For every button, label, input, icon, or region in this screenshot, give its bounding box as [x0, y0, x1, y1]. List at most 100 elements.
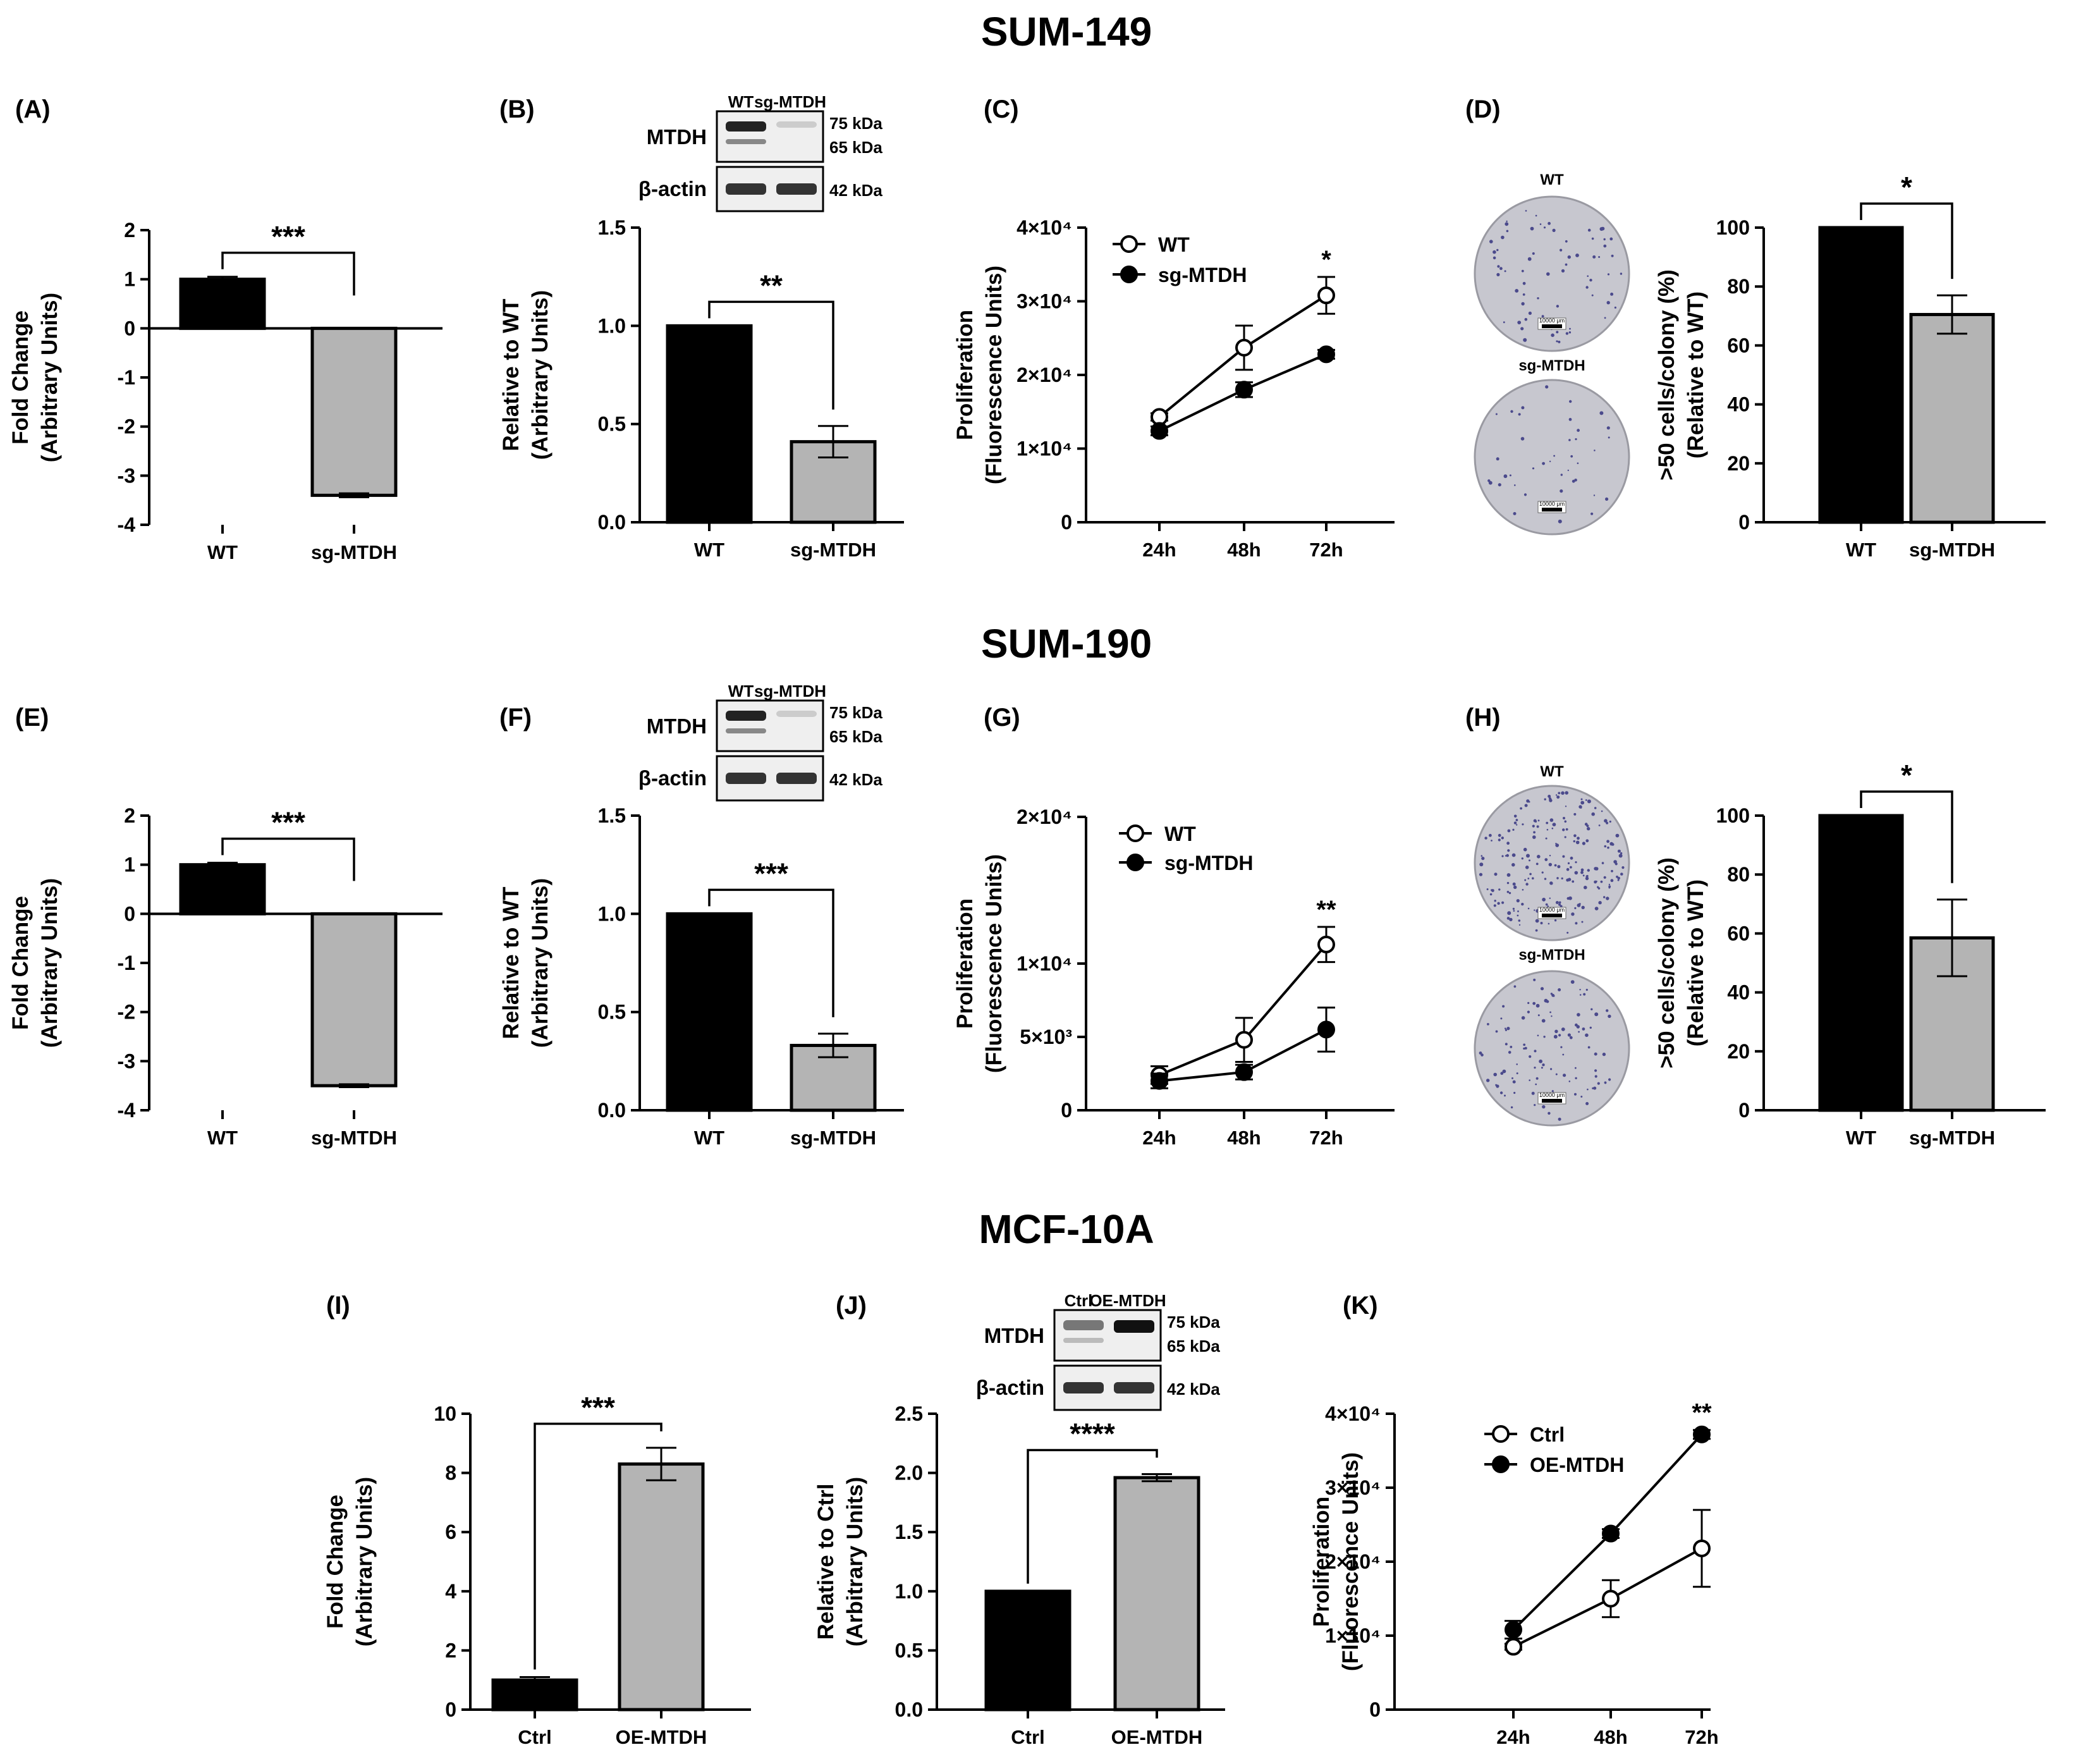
colony-dot: [1516, 1072, 1518, 1075]
colony-dot: [1484, 836, 1487, 840]
colony-dot: [1521, 302, 1525, 306]
y-axis-label-units: (Relative to WT): [1683, 879, 1708, 1046]
panel-label: (B): [499, 95, 535, 123]
colony-dot: [1594, 1069, 1597, 1072]
colony-dot: [1505, 222, 1509, 226]
colony-dot: [1572, 880, 1575, 883]
colony-dot: [1496, 1084, 1499, 1088]
y-tick-label: 4: [445, 1580, 456, 1603]
colony-dot: [1518, 924, 1521, 926]
legend-label: OE-MTDH: [1530, 1454, 1624, 1476]
legend-marker-sg-mtdh: [1126, 854, 1144, 871]
colony-dot: [1552, 823, 1554, 826]
legend-marker-wt: [1120, 235, 1138, 253]
colony-dot: [1568, 1081, 1571, 1082]
band-actin-lane2: [776, 183, 817, 195]
x-tick-label: WT: [1846, 1127, 1876, 1149]
colony-dot: [1560, 474, 1563, 476]
colony-dot: [1502, 1005, 1505, 1008]
colony-dot: [1532, 877, 1534, 879]
colony-dot: [1560, 489, 1563, 493]
colony-dot: [1617, 876, 1620, 880]
colony-dot: [1570, 856, 1573, 860]
colony-dot: [1540, 922, 1543, 924]
colony-dot: [1569, 1036, 1573, 1039]
x-tick-label: WT: [207, 1127, 238, 1149]
point-sg-mtdh: [1235, 381, 1253, 399]
colony-dot: [1565, 332, 1569, 335]
colony-dot: [1573, 812, 1577, 816]
y-tick-label: 4×10⁴: [1017, 216, 1072, 239]
band-mtdh-lane2: [1114, 1320, 1154, 1333]
x-tick-label: OE-MTDH: [1111, 1726, 1203, 1748]
culture-plate: [1474, 970, 1630, 1127]
colony-dot: [1511, 863, 1515, 867]
colony-dot: [1506, 1027, 1510, 1031]
colony-dot: [1508, 1051, 1511, 1054]
colony-dot: [1553, 1034, 1558, 1039]
band-actin-lane2: [776, 773, 817, 784]
colony-dot: [1551, 827, 1554, 830]
colony-dot: [1501, 901, 1505, 904]
point-oe-mtdh: [1505, 1620, 1522, 1639]
colony-dot: [1512, 1080, 1516, 1084]
y-axis-label-units: (Relative to WT): [1683, 291, 1708, 458]
colony-dot: [1584, 823, 1588, 826]
colony-dot: [1578, 1031, 1580, 1033]
significance-label: ***: [754, 857, 788, 890]
colony-dot: [1611, 254, 1614, 257]
colony-dot: [1529, 873, 1532, 876]
colony-dot: [1560, 1046, 1563, 1048]
colony-dot: [1525, 866, 1529, 869]
colony-dot: [1525, 883, 1529, 886]
colony-dot: [1601, 810, 1603, 812]
y-axis-label: Fold Change: [8, 310, 33, 444]
colony-dot: [1551, 993, 1555, 997]
y-axis-label: Proliferation: [1309, 1497, 1334, 1627]
bar-ctrl: [491, 1678, 578, 1712]
colony-dot: [1554, 1029, 1558, 1034]
marker-label: 65 kDa: [829, 138, 882, 157]
y-axis-label: Proliferation: [953, 898, 977, 1029]
colony-dot: [1512, 828, 1515, 831]
colony-dot: [1549, 855, 1551, 857]
colony-dot: [1516, 899, 1520, 903]
colony-dot: [1534, 1104, 1536, 1106]
colony-dot: [1523, 847, 1527, 852]
colony-dot: [1543, 1036, 1546, 1038]
colony-dot: [1493, 1072, 1497, 1077]
colony-dot: [1503, 321, 1505, 324]
colony-dot: [1481, 857, 1485, 861]
band-actin-lane1: [726, 183, 766, 195]
marker-label: 65 kDa: [829, 727, 882, 746]
colony-dot: [1505, 1043, 1508, 1046]
colony-dot: [1575, 254, 1579, 257]
significance-label: *: [1901, 759, 1912, 792]
colony-dot: [1503, 474, 1508, 479]
colony-dot: [1556, 305, 1560, 308]
legend-marker-oe-mtdh: [1492, 1455, 1510, 1473]
y-axis-label-units: (Arbitrary Units): [528, 878, 553, 1048]
colony-dot: [1546, 829, 1549, 831]
culture-plate: [1474, 195, 1630, 352]
colony-dot: [1604, 845, 1607, 848]
y-tick-label: 6: [445, 1521, 456, 1543]
colony-dot: [1517, 910, 1519, 912]
chart-f: (F) Relative to WT (Arbitrary Units) 0.0 0.5…: [499, 704, 904, 1149]
band-mtdh-lane1: [726, 121, 766, 132]
colony-dot: [1594, 1012, 1599, 1017]
band-mtdh-lane2: [776, 711, 817, 717]
chart-i: (I) Fold Change (Arbitrary Units) 0 2 4 6 8 10 Ct…: [323, 1292, 751, 1748]
band-actin-lane1: [726, 773, 766, 784]
colony-dot: [1605, 497, 1609, 501]
marker-label: 65 kDa: [1167, 1337, 1220, 1356]
colony-dot: [1620, 852, 1623, 855]
colony-dot: [1506, 230, 1509, 233]
colony-dot: [1587, 228, 1591, 232]
colony-dot: [1541, 1019, 1546, 1023]
significance-label: ***: [271, 220, 305, 253]
y-tick-label: 2.5: [895, 1402, 923, 1425]
colony-dot: [1594, 1075, 1597, 1078]
y-tick-label: 1×10⁴: [1017, 438, 1072, 460]
y-axis-label: Relative to Ctrl: [814, 1484, 838, 1640]
